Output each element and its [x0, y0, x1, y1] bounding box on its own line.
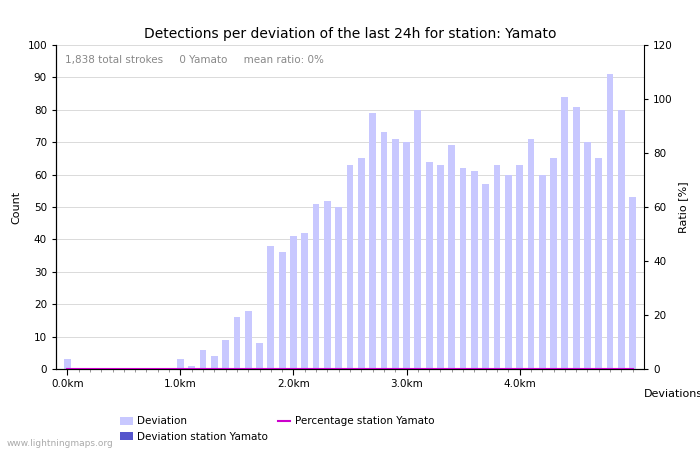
Legend: Deviation, Deviation station Yamato, Percentage station Yamato: Deviation, Deviation station Yamato, Per…	[120, 416, 434, 441]
Bar	[596, 158, 602, 369]
Bar	[437, 165, 444, 369]
Bar	[64, 359, 71, 369]
Bar	[222, 340, 229, 369]
Bar	[516, 165, 523, 369]
Y-axis label: Count: Count	[12, 190, 22, 224]
Bar	[358, 158, 365, 369]
Bar	[494, 165, 500, 369]
Bar	[414, 110, 421, 369]
Bar	[313, 204, 319, 369]
Bar	[573, 107, 580, 369]
Bar	[528, 139, 534, 369]
Bar	[335, 207, 342, 369]
Bar	[245, 310, 251, 369]
Bar	[403, 142, 410, 369]
Bar	[188, 366, 195, 369]
Title: Detections per deviation of the last 24h for station: Yamato: Detections per deviation of the last 24h…	[144, 27, 556, 41]
Bar	[381, 132, 387, 369]
Bar	[607, 74, 613, 369]
Bar	[550, 158, 557, 369]
Bar	[460, 168, 466, 369]
Bar	[346, 165, 354, 369]
Bar	[584, 142, 591, 369]
Bar	[199, 350, 206, 369]
Y-axis label: Ratio [%]: Ratio [%]	[678, 181, 688, 233]
Bar	[449, 145, 455, 369]
Text: Deviations: Deviations	[644, 389, 700, 399]
Bar	[302, 233, 308, 369]
Bar	[256, 343, 263, 369]
Bar	[471, 171, 478, 369]
Bar	[539, 175, 545, 369]
Bar	[482, 184, 489, 369]
Text: www.lightningmaps.org: www.lightningmaps.org	[7, 439, 113, 448]
Bar	[290, 236, 297, 369]
Bar	[618, 110, 625, 369]
Bar	[629, 197, 636, 369]
Bar	[177, 359, 184, 369]
Bar	[369, 113, 376, 369]
Bar	[267, 246, 274, 369]
Text: 1,838 total strokes     0 Yamato     mean ratio: 0%: 1,838 total strokes 0 Yamato mean ratio:…	[65, 55, 323, 65]
Bar	[561, 97, 568, 369]
Bar	[234, 317, 240, 369]
Bar	[426, 162, 433, 369]
Bar	[279, 252, 286, 369]
Bar	[211, 356, 218, 369]
Bar	[392, 139, 398, 369]
Bar	[505, 175, 512, 369]
Bar	[324, 201, 331, 369]
